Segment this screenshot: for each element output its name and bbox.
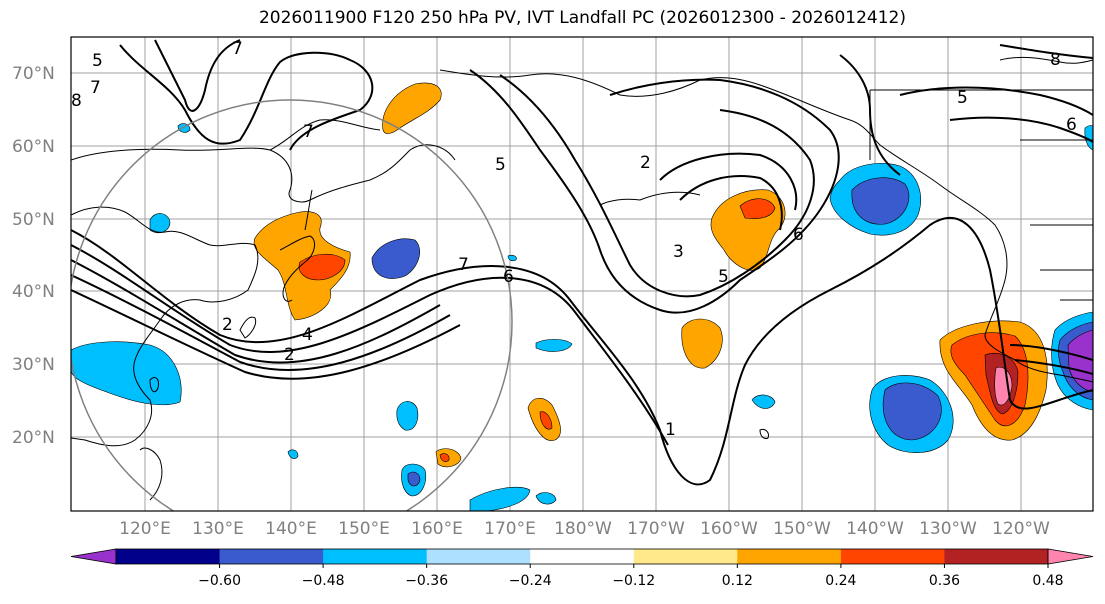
colorbar: −0.60 −0.48 −0.36 −0.24 −0.12 0.12 0.24 0.36 0.4… (70, 548, 1094, 589)
map-border (70, 36, 1094, 512)
longitude-labels: 120°E 130°E 140°E 150°E 160°E 170°E 180°… (119, 519, 1050, 539)
lon-label: 150°E (338, 519, 390, 539)
lon-label: 170°E (484, 519, 536, 539)
lon-label: 120°W (992, 519, 1050, 539)
lon-label: 150°W (773, 519, 831, 539)
colorbar-tick-label: 0.24 (825, 573, 856, 589)
contour-label: 5 (957, 88, 968, 108)
colorbar-segment (840, 549, 945, 564)
lon-label: 130°W (919, 519, 977, 539)
contour-label: 6 (793, 225, 804, 245)
contour-label: 4 (302, 325, 313, 345)
lat-label: 20°N (12, 428, 55, 448)
lat-label: 70°N (12, 64, 55, 84)
lon-label: 180°W (554, 519, 612, 539)
lon-label: 120°E (119, 519, 171, 539)
lon-label: 170°W (627, 519, 685, 539)
colorbar-segment (323, 549, 428, 564)
contour-label: 5 (495, 155, 506, 175)
colorbar-segment (426, 549, 531, 564)
colorbar-segment (219, 549, 324, 564)
lon-label: 130°E (192, 519, 244, 539)
ivt-shading (71, 82, 1093, 511)
lon-label: 160°W (700, 519, 758, 539)
colorbar-extend-high (1047, 548, 1094, 565)
contour-label: 8 (1050, 50, 1061, 70)
contour-label: 8 (71, 91, 82, 111)
contour-label: 7 (232, 39, 243, 59)
lat-label: 30°N (12, 355, 55, 375)
lon-label: 140°W (846, 519, 904, 539)
contour-label: 7 (458, 255, 469, 275)
colorbar-tick-label: 0.48 (1032, 573, 1063, 589)
pv-contours (71, 39, 1093, 486)
contour-label: 2 (222, 315, 233, 335)
contour-label: 2 (284, 345, 295, 365)
contour-label: 7 (90, 78, 101, 98)
contour-label: 2 (640, 153, 651, 173)
latitude-labels: 70°N 60°N 50°N 40°N 30°N 20°N (12, 64, 55, 448)
colorbar-tick-label: −0.36 (405, 573, 448, 589)
colorbar-segment (633, 549, 738, 564)
colorbar-segment (530, 549, 635, 564)
colorbar-extend-low (70, 548, 117, 565)
lat-label: 60°N (12, 137, 55, 157)
colorbar-segment (737, 549, 842, 564)
colorbar-tick-label: −0.24 (509, 573, 552, 589)
region-circle (71, 99, 513, 511)
contour-label: 3 (673, 242, 684, 262)
graticule (71, 37, 1093, 511)
colorbar-tick-label: 0.36 (929, 573, 960, 589)
colorbar-tick-label: −0.48 (302, 573, 345, 589)
colorbar-segment (116, 549, 221, 564)
colorbar-tick-label: 0.12 (722, 573, 753, 589)
colorbar-tick-label: −0.12 (612, 573, 655, 589)
contour-label: 7 (303, 122, 314, 142)
contour-label: 6 (503, 267, 514, 287)
contour-label: 6 (1066, 115, 1077, 135)
coastlines (71, 56, 1093, 501)
colorbar-border (115, 548, 1049, 565)
colorbar-segment (944, 549, 1049, 564)
contour-label: 5 (718, 267, 729, 287)
lat-label: 50°N (12, 210, 55, 230)
colorbar-tick-label: −0.60 (198, 573, 241, 589)
contour-labels: 5 7 7 2 5 3 2 7 6 4 2 6 5 1 8 5 6 8 7 (71, 39, 1077, 440)
lon-label: 140°E (265, 519, 317, 539)
contour-label: 5 (92, 51, 103, 71)
lon-label: 160°E (411, 519, 463, 539)
contour-label: 1 (665, 420, 676, 440)
map-title: 2026011900 F120 250 hPa PV, IVT Landfall… (258, 8, 906, 28)
lat-label: 40°N (12, 282, 55, 302)
